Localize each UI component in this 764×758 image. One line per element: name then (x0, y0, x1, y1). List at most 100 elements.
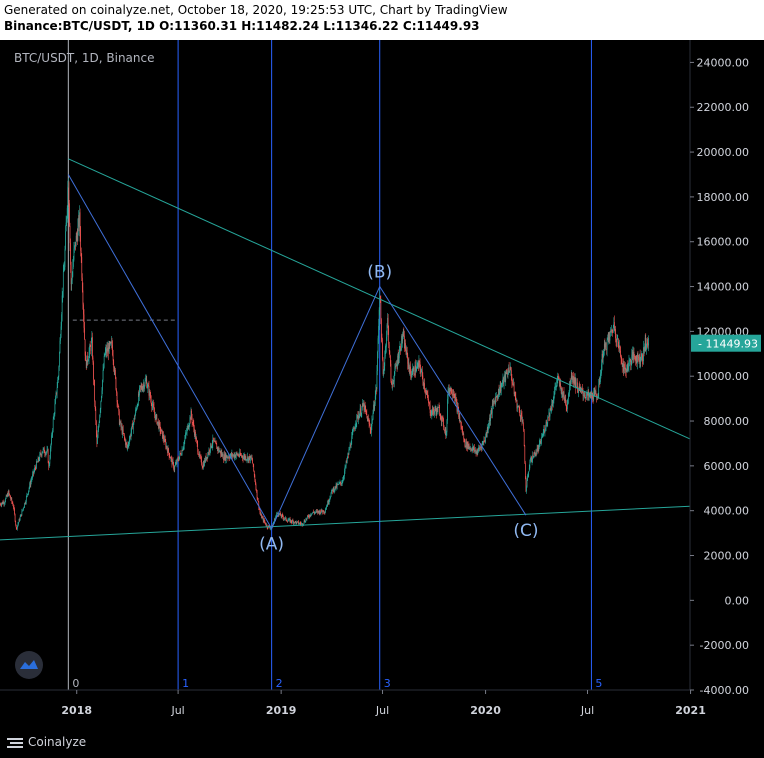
candle-body (101, 396, 102, 402)
candle-body (502, 377, 504, 383)
candle-body (280, 513, 281, 516)
candle-body (527, 474, 529, 476)
candle-body (451, 387, 452, 394)
candle-body (266, 524, 268, 528)
candle-body (639, 353, 640, 362)
candle-body (513, 383, 514, 386)
candle-body (524, 462, 526, 479)
candle-body (13, 505, 14, 508)
candle-body (319, 510, 321, 514)
candle-body (15, 525, 17, 528)
candle-body (536, 452, 537, 454)
chart-frame[interactable]: 0 1 2 3 5 (A) (B) (C) 24000.00 22000.00 20000.00… (0, 40, 764, 730)
candle-body (36, 461, 37, 469)
candle-body (496, 395, 498, 398)
candle-body (38, 457, 39, 461)
candle-body (14, 514, 16, 522)
candle-body (522, 419, 524, 423)
candle-body (53, 415, 55, 420)
candle-body (534, 452, 536, 454)
candle-body (624, 364, 625, 370)
candle-body (349, 444, 351, 450)
candle-body (99, 415, 101, 423)
candle-body (348, 449, 350, 455)
candle-body (368, 420, 370, 424)
candle-body (363, 402, 364, 407)
candle-body (210, 443, 211, 451)
candle-body (420, 371, 422, 374)
candle-body (218, 448, 219, 451)
candle-body (571, 375, 573, 379)
candle-body (321, 509, 322, 513)
candle-body (33, 471, 34, 473)
candle-body (403, 334, 405, 336)
candle-body (530, 456, 532, 461)
candle-body (517, 405, 519, 407)
candle-body (335, 486, 336, 489)
candle-body (85, 361, 87, 369)
generated-info: Generated on coinalyze.net, October 18, … (4, 3, 508, 17)
candle-body (52, 429, 53, 435)
candle-body (610, 331, 611, 333)
candle-body (404, 343, 406, 349)
candle-body (372, 419, 373, 421)
candle-body (314, 512, 316, 513)
candle-body (8, 490, 10, 494)
candle-body (135, 408, 137, 410)
candle-body (645, 337, 647, 349)
candle-body (94, 401, 96, 410)
candle-body (518, 406, 519, 408)
candle-body (421, 370, 423, 372)
candle-body (200, 456, 201, 458)
candle-body (249, 456, 251, 461)
candle-body (465, 441, 467, 447)
candle-body (495, 396, 497, 398)
candle-body (92, 337, 93, 358)
candle-body (90, 341, 92, 351)
candle-body (40, 453, 42, 455)
candle-body (497, 395, 499, 398)
candle-body (449, 388, 451, 392)
candle-body (199, 453, 200, 456)
candle-body (438, 407, 439, 408)
candle-body (261, 517, 263, 519)
candle-body (221, 453, 223, 456)
y-tick-label: 16000.00 (697, 236, 750, 249)
tradingview-logo-icon[interactable] (15, 651, 43, 679)
candle-body (304, 521, 306, 523)
candle-body (54, 403, 56, 415)
candle-body (519, 410, 521, 416)
candle-body (500, 385, 502, 392)
candle-body (615, 338, 617, 341)
candle-body (164, 438, 166, 442)
candle-body (603, 344, 605, 350)
candle-body (150, 399, 152, 405)
candle-body (425, 392, 427, 394)
candle-body (339, 481, 341, 483)
candle-body (34, 467, 36, 471)
candle-body (279, 513, 281, 515)
candle-body (583, 395, 585, 397)
price-chart[interactable]: 0 1 2 3 5 (A) (B) (C) 24000.00 22000.00 20000.00… (0, 40, 764, 730)
candle-body (609, 332, 611, 341)
candle-body (116, 389, 117, 393)
candle-body (423, 383, 425, 386)
candle-body (144, 385, 145, 389)
candle-body (486, 428, 488, 434)
candle-body (245, 456, 247, 460)
candle-body (470, 447, 472, 450)
candle-body (125, 442, 127, 445)
candle-body (480, 447, 481, 448)
candle-body (162, 434, 164, 439)
candle-body (51, 434, 53, 436)
candle-body (196, 437, 197, 441)
candle-body (463, 439, 465, 440)
candle-body (447, 399, 448, 421)
candle-body (305, 519, 307, 522)
y-tick-label: 14000.00 (697, 281, 750, 294)
candle-body (333, 488, 335, 492)
candle-body (518, 406, 520, 411)
candle-body (98, 422, 100, 427)
y-tick-label: -2000.00 (700, 639, 749, 652)
candle-body (506, 372, 508, 374)
